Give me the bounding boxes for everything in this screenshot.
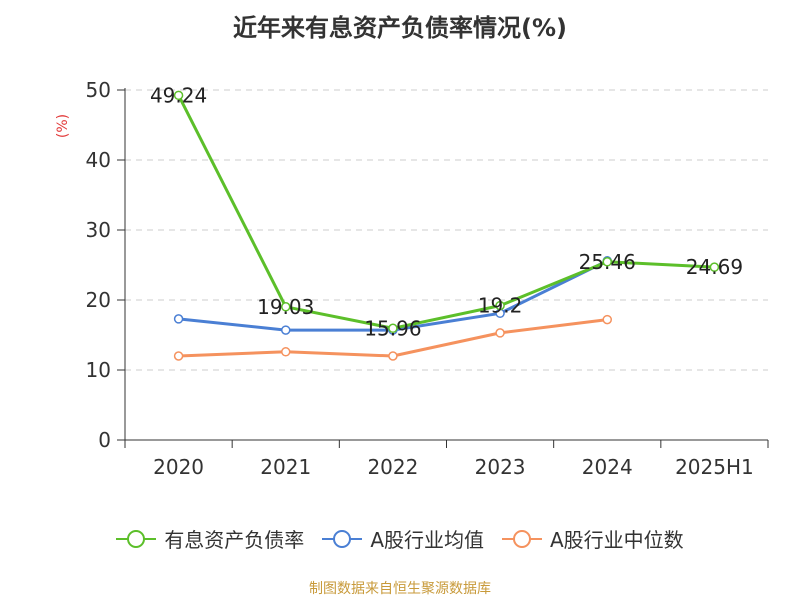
series-1-point-0 xyxy=(173,314,184,324)
series-2-point-3 xyxy=(495,328,505,338)
legend-item-1[interactable]: A股行业均值 xyxy=(322,524,484,553)
y-axis-label: (%) xyxy=(55,114,71,138)
axes: 0 10 20 30 40 50 2020 2021 2022 2023 2024 2025H1 (%) xyxy=(55,78,769,479)
legend-dot-1 xyxy=(333,529,352,548)
series-2-point-2 xyxy=(388,351,398,361)
series-2-point-1 xyxy=(281,347,291,357)
series-line-0 xyxy=(177,94,715,330)
x-tick-label: 2020 xyxy=(153,455,204,479)
legend-item-2[interactable]: A股行业中位数 xyxy=(502,524,684,553)
data-label-3: 19.2 xyxy=(478,294,523,318)
data-label-5: 24.69 xyxy=(686,255,743,279)
x-tick-label: 2022 xyxy=(367,455,418,479)
series-0-point-0 xyxy=(173,90,184,101)
series-2-point-4 xyxy=(602,314,612,325)
legend-marker-0 xyxy=(116,529,157,549)
legend-item-0[interactable]: 有息资产负债率 xyxy=(116,524,304,553)
x-tick-label: 2023 xyxy=(475,455,526,479)
series-2-point-0 xyxy=(173,351,184,361)
legend-label-2: A股行业中位数 xyxy=(550,528,684,552)
x-tick-label: 2024 xyxy=(582,455,633,479)
data-label-0: 49.24 xyxy=(150,83,207,107)
series-layer xyxy=(173,90,720,361)
legend-marker-1 xyxy=(322,529,363,549)
legend-label-0: 有息资产负债率 xyxy=(164,528,305,552)
x-tick-label: 2021 xyxy=(260,455,311,479)
data-label-4: 25.46 xyxy=(579,250,636,274)
legend-dot-0 xyxy=(127,529,146,548)
series-0-point-2 xyxy=(388,323,398,334)
data-label-2: 15.96 xyxy=(364,316,421,340)
legend-label-1: A股行业均值 xyxy=(370,528,484,552)
legend-marker-2 xyxy=(502,529,542,549)
chart-title: 近年来有息资产负债率情况(%) xyxy=(233,14,567,42)
series-0-point-4 xyxy=(602,257,612,267)
series-0-point-5 xyxy=(709,262,720,272)
x-tick-label: 2025H1 xyxy=(675,455,754,479)
y-tick-label: 0 xyxy=(98,428,111,452)
y-tick-label: 30 xyxy=(86,218,111,242)
legend: 有息资产负债率 A股行业均值 A股行业中位数 xyxy=(0,524,800,553)
source-note: 制图数据来自恒生聚源数据库 xyxy=(309,581,491,597)
series-0-point-3 xyxy=(495,300,505,311)
series-1-point-1 xyxy=(281,325,291,335)
data-label-1: 19.03 xyxy=(257,295,314,319)
legend-dot-2 xyxy=(513,529,531,548)
y-tick-label: 10 xyxy=(86,358,111,382)
y-tick-label: 50 xyxy=(86,78,111,102)
grid-lines xyxy=(125,89,768,371)
y-tick-label: 40 xyxy=(86,148,111,172)
y-tick-label: 20 xyxy=(86,288,111,312)
data-labels: 49.24 19.03 15.96 19.2 25.46 24.69 xyxy=(150,83,743,340)
series-0-point-1 xyxy=(281,302,291,312)
